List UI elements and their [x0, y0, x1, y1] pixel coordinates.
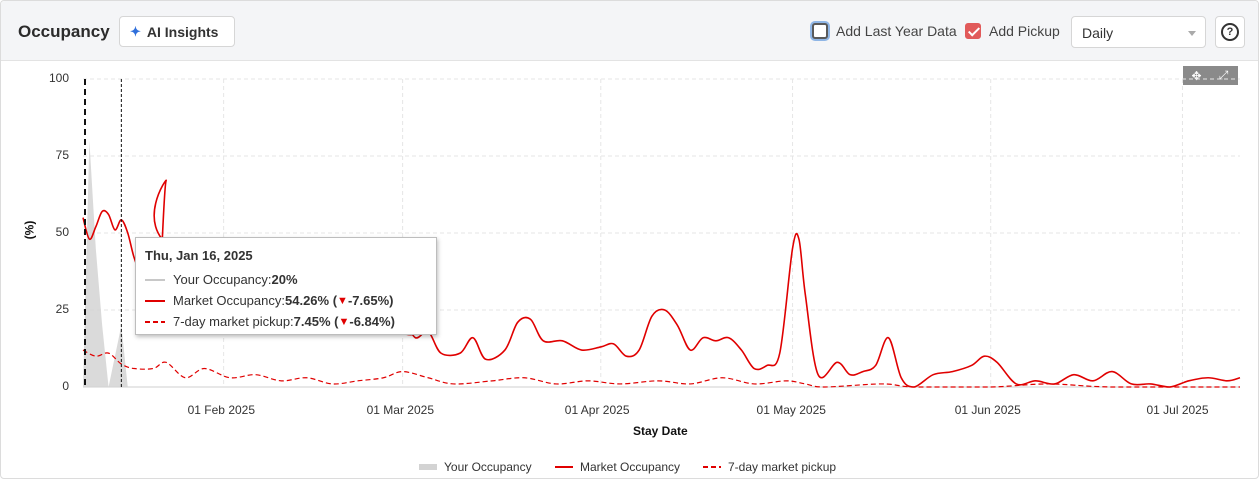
legend-label: Market Occupancy: [580, 460, 681, 474]
x-tick-label: 01 May 2025: [756, 403, 826, 417]
series-your-occupancy: [83, 140, 128, 387]
add-last-year-label: Add Last Year Data: [836, 23, 957, 39]
granularity-value: Daily: [1082, 25, 1114, 41]
add-pickup-checkbox[interactable]: Add Pickup: [965, 23, 1060, 39]
legend-label: Your Occupancy: [444, 460, 532, 474]
down-triangle-icon: ▼: [338, 315, 350, 328]
tooltip-row-pickup: 7-day market pickup: 7.45% ( ▼ -6.84%): [145, 311, 427, 332]
y-tick-label: 75: [55, 148, 69, 162]
your-occupancy-swatch: [145, 278, 165, 281]
tooltip-delta: -7.65%): [347, 293, 394, 308]
legend-label: 7-day market pickup: [728, 460, 837, 474]
legend-swatch: [555, 466, 573, 468]
tooltip-value: 20%: [271, 272, 298, 287]
tooltip-label: Your Occupancy:: [173, 272, 272, 287]
market-occupancy-swatch: [145, 299, 165, 302]
move-icon[interactable]: ✥: [1191, 68, 1202, 83]
panel-header: Occupancy ✦ AI Insights Add Last Year Da…: [1, 1, 1258, 61]
chart-tooltip: Thu, Jan 16, 2025 Your Occupancy: 20% Ma…: [135, 237, 437, 335]
x-tick-label: 01 Mar 2025: [366, 403, 434, 417]
tooltip-row-market-occupancy: Market Occupancy: 54.26% ( ▼ -7.65%): [145, 290, 427, 311]
help-icon: ?: [1221, 23, 1239, 41]
checkbox-unchecked-icon[interactable]: [812, 23, 828, 39]
chevron-down-icon: [1188, 31, 1196, 36]
add-last-year-checkbox[interactable]: Add Last Year Data: [812, 23, 957, 39]
legend-pickup[interactable]: 7-day market pickup: [703, 460, 836, 474]
legend-market-occupancy[interactable]: Market Occupancy: [555, 460, 680, 474]
tooltip-value: 7.45% (: [293, 314, 339, 329]
add-pickup-label: Add Pickup: [989, 23, 1060, 39]
series-7-day-market-pickup: [82, 349, 1240, 388]
x-axis-title: Stay Date: [633, 424, 688, 438]
tooltip-value: 54.26% (: [285, 293, 338, 308]
tooltip-row-your-occupancy: Your Occupancy: 20%: [145, 269, 427, 290]
x-tick-label: 01 Jul 2025: [1146, 403, 1209, 417]
y-tick-label: 25: [55, 302, 69, 316]
granularity-select[interactable]: Daily: [1071, 16, 1206, 48]
x-tick-label: 01 Jun 2025: [954, 403, 1021, 417]
tooltip-label: 7-day market pickup:: [173, 314, 294, 329]
legend-your-occupancy[interactable]: Your Occupancy: [419, 460, 532, 474]
checkbox-checked-icon[interactable]: [965, 23, 981, 39]
x-tick-label: 01 Apr 2025: [564, 403, 630, 417]
panel-title: Occupancy: [18, 22, 110, 41]
y-tick-label: 100: [48, 71, 69, 85]
chart-toolbar: ✥ ⤢: [1183, 66, 1238, 85]
ai-insights-label: AI Insights: [146, 23, 219, 40]
tooltip-delta: -6.84%): [349, 314, 395, 329]
expand-icon[interactable]: ⤢: [1218, 68, 1229, 82]
tooltip-date: Thu, Jan 16, 2025: [145, 248, 253, 263]
sparkle-icon: ✦: [130, 23, 141, 39]
x-tick-label: 01 Feb 2025: [187, 403, 256, 417]
legend-swatch: [703, 466, 721, 468]
tooltip-label: Market Occupancy:: [173, 293, 285, 308]
legend-swatch: [419, 464, 437, 470]
y-tick-label: 50: [55, 225, 69, 239]
down-triangle-icon: ▼: [337, 294, 348, 307]
help-button[interactable]: ?: [1215, 16, 1245, 48]
ai-insights-button[interactable]: ✦ AI Insights: [119, 16, 235, 47]
y-tick-label: 0: [62, 379, 69, 393]
pickup-swatch: [145, 320, 165, 323]
